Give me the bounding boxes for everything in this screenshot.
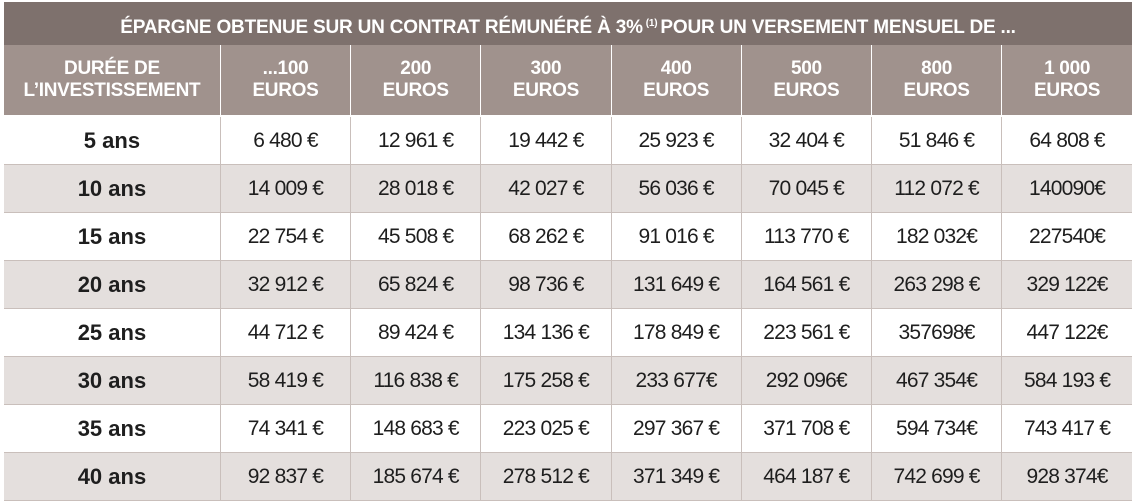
value-cell: 98 736 € — [480, 260, 612, 309]
value-cell: 182 032€ — [870, 212, 1002, 261]
table-body: 5 ans 6 480 € 12 961 € 19 442 € 25 923 €… — [4, 116, 1132, 501]
value-cell: 164 561 € — [740, 260, 872, 309]
value-cell: 292 096€ — [740, 356, 872, 405]
title-text: ÉPARGNE OBTENUE SUR UN CONTRAT RÉMUNÉRÉ … — [120, 17, 643, 38]
value-cell: 12 961 € — [350, 116, 481, 165]
table-row: 10 ans 14 009 € 28 018 € 42 027 € 56 036… — [4, 164, 1132, 213]
header-amount: 400 EUROS — [610, 45, 742, 117]
duration-cell: 20 ans — [4, 260, 221, 309]
value-cell: 464 187 € — [740, 452, 872, 501]
value-cell: 297 367 € — [610, 404, 742, 453]
savings-table: DURÉE DE L’INVESTISSEMENT ...100 EUROS 200… — [4, 45, 1132, 501]
value-cell: 447 122€ — [1001, 308, 1132, 357]
table-row: 30 ans 58 419 € 116 838 € 175 258 € 233 … — [4, 356, 1132, 405]
table-title: ÉPARGNE OBTENUE SUR UN CONTRAT RÉMUNÉRÉ … — [4, 2, 1132, 45]
value-cell: 329 122€ — [1001, 260, 1132, 309]
value-cell: 233 677€ — [610, 356, 742, 405]
value-cell: 89 424 € — [350, 308, 481, 357]
value-cell: 58 419 € — [219, 356, 351, 405]
value-cell: 371 349 € — [610, 452, 742, 501]
value-cell: 70 045 € — [740, 164, 872, 213]
value-cell: 357698€ — [870, 308, 1002, 357]
value-cell: 227540€ — [1001, 212, 1132, 261]
value-cell: 74 341 € — [219, 404, 351, 453]
header-amount: 300 EUROS — [480, 45, 612, 117]
header-amount: 500 EUROS — [740, 45, 872, 117]
value-cell: 64 808 € — [1001, 116, 1132, 165]
table-row: 35 ans 74 341 € 148 683 € 223 025 € 297 … — [4, 404, 1132, 453]
value-cell: 594 734€ — [870, 404, 1002, 453]
value-cell: 278 512 € — [480, 452, 612, 501]
header-duration: DURÉE DE L’INVESTISSEMENT — [4, 45, 221, 117]
duration-cell: 30 ans — [4, 356, 221, 405]
value-cell: 371 708 € — [740, 404, 872, 453]
value-cell: 175 258 € — [480, 356, 612, 405]
value-cell: 131 649 € — [610, 260, 742, 309]
value-cell: 32 404 € — [740, 116, 872, 165]
header-amount: ...100 EUROS — [219, 45, 351, 117]
value-cell: 65 824 € — [350, 260, 481, 309]
value-cell: 742 699 € — [870, 452, 1002, 501]
value-cell: 14 009 € — [219, 164, 351, 213]
header-amount: 800 EUROS — [870, 45, 1002, 117]
value-cell: 743 417 € — [1001, 404, 1132, 453]
table-row: 40 ans 92 837 € 185 674 € 278 512 € 371 … — [4, 452, 1132, 501]
value-cell: 467 354€ — [870, 356, 1002, 405]
value-cell: 113 770 € — [740, 212, 872, 261]
value-cell: 148 683 € — [350, 404, 481, 453]
value-cell: 28 018 € — [350, 164, 481, 213]
duration-cell: 10 ans — [4, 164, 221, 213]
value-cell: 263 298 € — [870, 260, 1002, 309]
value-cell: 584 193 € — [1001, 356, 1132, 405]
value-cell: 140090€ — [1001, 164, 1132, 213]
value-cell: 185 674 € — [350, 452, 481, 501]
value-cell: 134 136 € — [480, 308, 612, 357]
value-cell: 19 442 € — [480, 116, 612, 165]
value-cell: 32 912 € — [219, 260, 351, 309]
header-amount: 1 000 EUROS — [1001, 45, 1132, 117]
value-cell: 56 036 € — [610, 164, 742, 213]
value-cell: 22 754 € — [219, 212, 351, 261]
value-cell: 178 849 € — [610, 308, 742, 357]
table-row: 5 ans 6 480 € 12 961 € 19 442 € 25 923 €… — [4, 116, 1132, 165]
table-row: 25 ans 44 712 € 89 424 € 134 136 € 178 8… — [4, 308, 1132, 357]
value-cell: 223 025 € — [480, 404, 612, 453]
duration-cell: 5 ans — [4, 116, 221, 165]
value-cell: 68 262 € — [480, 212, 612, 261]
value-cell: 44 712 € — [219, 308, 351, 357]
value-cell: 91 016 € — [610, 212, 742, 261]
value-cell: 92 837 € — [219, 452, 351, 501]
duration-cell: 25 ans — [4, 308, 221, 357]
table-row: 20 ans 32 912 € 65 824 € 98 736 € 131 64… — [4, 260, 1132, 309]
value-cell: 112 072 € — [870, 164, 1002, 213]
value-cell: 6 480 € — [219, 116, 351, 165]
duration-cell: 40 ans — [4, 452, 221, 501]
title-text-end: POUR UN VERSEMENT MENSUEL DE ... — [660, 17, 1016, 38]
value-cell: 45 508 € — [350, 212, 481, 261]
duration-cell: 35 ans — [4, 404, 221, 453]
value-cell: 25 923 € — [610, 116, 742, 165]
value-cell: 51 846 € — [870, 116, 1002, 165]
duration-cell: 15 ans — [4, 212, 221, 261]
value-cell: 42 027 € — [480, 164, 612, 213]
footnote-marker: (1) — [645, 18, 658, 29]
value-cell: 223 561 € — [740, 308, 872, 357]
header-row: DURÉE DE L’INVESTISSEMENT ...100 EUROS 200… — [4, 45, 1132, 117]
value-cell: 116 838 € — [350, 356, 481, 405]
table-row: 15 ans 22 754 € 45 508 € 68 262 € 91 016… — [4, 212, 1132, 261]
header-amount: 200 EUROS — [350, 45, 481, 117]
value-cell: 928 374€ — [1001, 452, 1132, 501]
